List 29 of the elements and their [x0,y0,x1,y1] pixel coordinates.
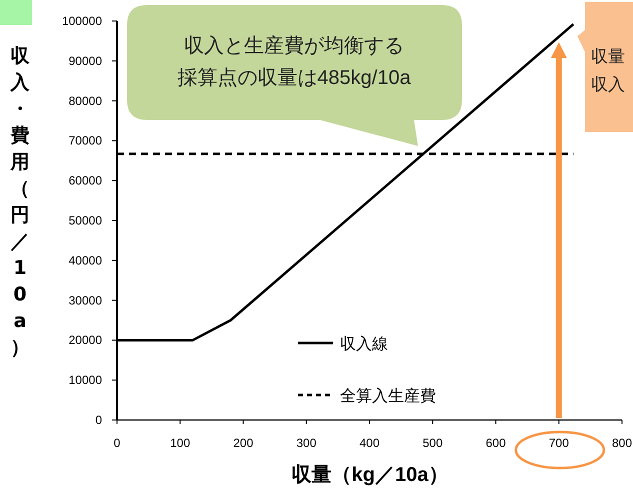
x-tick-label: 200 [233,436,254,450]
y-tick-label: 100000 [62,14,102,28]
y-tick-label: 30000 [68,293,102,308]
legend-label: 収入線 [340,335,388,353]
y-axis-title: 収入・費用（円／10a） [10,45,30,358]
y-tick-label: 90000 [68,54,102,68]
x-tick-label: 600 [486,436,506,450]
y-tick-label: 0 [95,413,102,427]
y-tick-label: 80000 [68,94,102,108]
y-tick-label: 40000 [68,253,102,268]
callout-yield: 収量 収入 [577,2,633,132]
x-axis-title: 収量（kg／10a） [292,464,448,486]
x-tick-label: 500 [422,436,443,450]
y-tick-label: 50000 [68,214,102,228]
x-tick-label: 400 [359,436,380,450]
y-tick-label: 60000 [68,174,102,188]
annotation: 収入 [591,75,625,94]
y-tick-label: 20000 [68,333,102,348]
annotation: 収入と生産費が均衡する採算点の収量は485kg/10a [177,35,412,89]
x-tick-label: 700 [548,436,570,450]
annotation: 収量 [591,47,625,66]
y-tick-label: 70000 [68,134,102,148]
legend-label: 全算入生産費 [340,387,436,405]
x-tick-label: 0 [114,436,121,450]
x-tick-label: 300 [296,436,317,450]
x-tick-label: 800 [612,436,632,450]
callout-breakeven: 収入と生産費が均衡する採算点の収量は485kg/10a [127,5,462,146]
x-tick-label: 100 [170,436,190,450]
y-tick-label: 10000 [68,373,102,388]
